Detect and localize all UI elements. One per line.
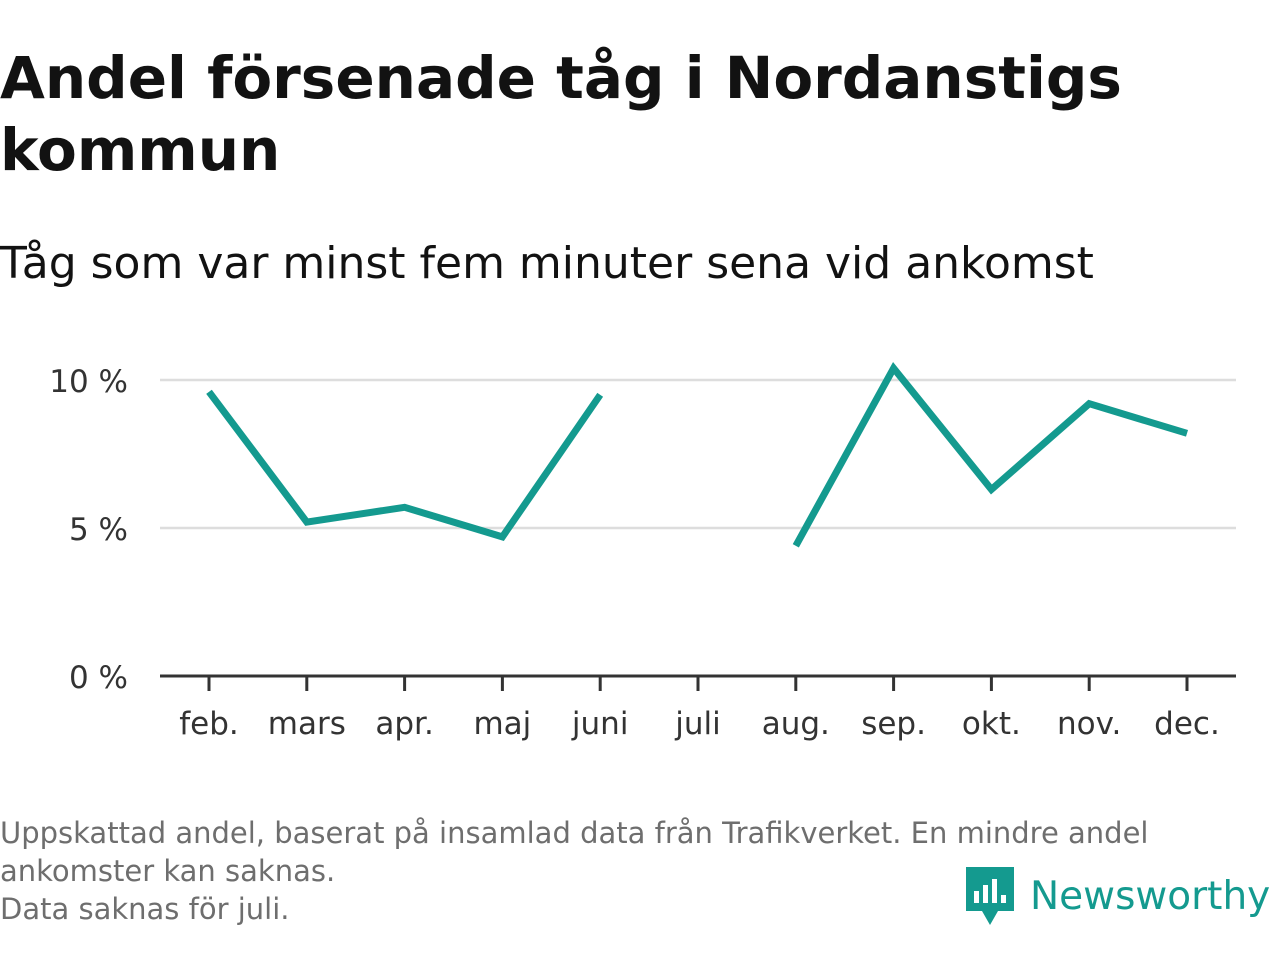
- footnote-line: ankomster kan saknas.: [0, 854, 336, 888]
- x-tick-label: sep.: [861, 706, 926, 742]
- line-chart: 0 % 5 % 10 % feb. mars apr. maj juni juli aug. se…: [49, 361, 1236, 742]
- x-tick-label: dec.: [1154, 706, 1220, 742]
- y-tick-label: 5 %: [69, 512, 128, 548]
- x-tick-label: okt.: [962, 706, 1021, 742]
- x-tick-label: feb.: [179, 706, 239, 742]
- x-tick-label: juli: [674, 706, 721, 742]
- x-tick-label: aug.: [762, 706, 830, 742]
- y-tick-label: 0 %: [69, 660, 128, 696]
- footnote-line: Data saknas för juli.: [0, 892, 290, 926]
- series-line-segment: [206, 389, 604, 541]
- x-tick-label: maj: [473, 706, 531, 742]
- brand-name: Newsworthy: [1030, 873, 1271, 919]
- x-axis-tick-labels: feb. mars apr. maj juni juli aug. sep. okt. nov. d…: [179, 706, 1220, 742]
- chart-title: Andel försenade tåg i Nordanstigs kommun: [0, 44, 1122, 184]
- footnote-line: Uppskattad andel, baserat på insamlad da…: [0, 816, 1149, 850]
- footnote: Uppskattad andel, baserat på insamlad da…: [0, 814, 1270, 928]
- x-axis: [160, 674, 1236, 691]
- x-tick-label: apr.: [375, 706, 433, 742]
- y-tick-label: 10 %: [49, 364, 128, 400]
- y-axis-tick-labels: 0 % 5 % 10 %: [49, 364, 128, 696]
- newsworthy-logo-icon: [966, 867, 1014, 925]
- x-tick-label: nov.: [1057, 706, 1121, 742]
- x-tick-label: mars: [268, 706, 346, 742]
- gridlines: [160, 378, 1236, 530]
- series-lines: [206, 361, 1189, 548]
- chart-subtitle: Tåg som var minst fem minuter sena vid a…: [0, 238, 1094, 289]
- x-tick-label: juni: [571, 706, 629, 742]
- series-line-segment: [792, 361, 1189, 548]
- newsworthy-logo: Newsworthy: [964, 864, 1270, 928]
